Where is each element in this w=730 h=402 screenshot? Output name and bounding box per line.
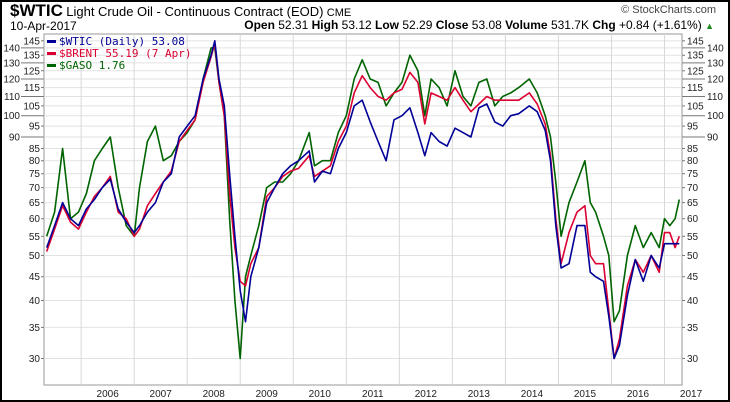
y-tick-label-left: 140: [3, 43, 20, 54]
x-tick-label: 2013: [468, 389, 491, 400]
high-value: 53.12: [341, 18, 372, 32]
y-tick-label-left: 85: [29, 144, 41, 155]
x-tick-label: 2012: [415, 389, 438, 400]
y-tick-label-right: 140: [707, 43, 724, 54]
y-tick-label-right: 120: [707, 74, 724, 85]
description: Light Crude Oil - Continuous Contract (E…: [66, 4, 324, 19]
y-tick-label-left: 115: [24, 83, 40, 94]
low-label: Low: [375, 18, 400, 32]
x-tick-label: 2006: [97, 389, 120, 400]
y-tick-label-left: 120: [3, 74, 20, 85]
y-tick-label-left: 90: [9, 132, 21, 143]
y-tick-label-left: 80: [29, 156, 41, 167]
chg-value: +0.84 (+1.61%): [619, 18, 702, 32]
x-tick-label: 2010: [309, 389, 332, 400]
x-tick-label: 2007: [150, 389, 173, 400]
plot-area: [43, 33, 683, 386]
y-tick-label-right: 65: [687, 198, 699, 209]
exchange: CME: [326, 7, 352, 19]
low-value: 52.29: [402, 18, 433, 32]
open-value: 52.31: [278, 18, 309, 32]
series-line-brent: [45, 42, 681, 360]
y-tick-label-right: 100: [707, 111, 724, 122]
stockcharts-watermark: © StockCharts.com: [621, 4, 716, 16]
y-tick-label-left: 125: [23, 66, 40, 77]
x-tick-label: 2014: [521, 389, 544, 400]
y-tick-label-right: 85: [687, 144, 699, 155]
y-tick-label-right: 45: [687, 272, 699, 283]
y-tick-label-right: 95: [687, 122, 699, 133]
y-tick-label-left: 55: [29, 232, 41, 243]
y-tick-label-left: 95: [29, 122, 41, 133]
open-label: Open: [244, 18, 275, 32]
x-tick-label: 2008: [203, 389, 226, 400]
y-tick-label-right: 35: [687, 323, 699, 334]
y-tick-label-left: 65: [29, 198, 41, 209]
close-label: Close: [435, 18, 469, 32]
y-tick-label-right: 145: [687, 36, 704, 47]
x-tick-label: 2015: [574, 389, 597, 400]
legend-label-gaso: $GASO 1.76: [59, 59, 125, 72]
y-tick-label-right: 30: [687, 354, 699, 365]
y-tick-label-right: 105: [687, 101, 704, 112]
chg-label: Chg: [592, 18, 616, 32]
volume-label: Volume: [505, 18, 548, 32]
y-tick-label-left: 145: [23, 36, 40, 47]
y-tick-label-left: 30: [29, 354, 41, 365]
y-tick-label-left: 35: [29, 323, 41, 334]
y-tick-label-left: 60: [29, 214, 41, 225]
y-tick-label-left: 100: [3, 111, 20, 122]
y-tick-label-left: 135: [23, 51, 40, 62]
legend-label-brent: $BRENT 55.19 (7 Apr): [59, 47, 191, 60]
y-tick-label-right: 50: [687, 251, 699, 262]
x-tick-label: 2017: [680, 389, 703, 400]
legend-swatch-wtic: [47, 40, 56, 43]
volume-value: 531.7K: [550, 18, 589, 32]
high-label: High: [311, 18, 339, 32]
y-tick-label-right: 90: [707, 132, 719, 143]
y-tick-label-left: 50: [29, 251, 41, 262]
close-value: 53.08: [471, 18, 502, 32]
y-tick-label-right: 70: [687, 183, 699, 194]
y-tick-label-left: 70: [29, 183, 41, 194]
chart-title: $WTIC Light Crude Oil - Continuous Contr…: [10, 2, 351, 22]
y-tick-label-right: 75: [687, 169, 699, 180]
legend-swatch-brent: [47, 52, 56, 55]
series-line-wtic: [45, 39, 680, 360]
y-tick-label-left: 40: [29, 296, 41, 307]
legend-label-wtic: $WTIC (Daily) 53.08: [59, 35, 185, 48]
y-tick-label-right: 110: [707, 92, 723, 103]
chart-date: 10-Apr-2017: [10, 19, 77, 33]
y-tick-label-right: 125: [687, 66, 704, 77]
series-line-gaso: [45, 47, 681, 360]
up-triangle-icon: ▲: [705, 21, 714, 31]
y-tick-label-left: 110: [4, 92, 20, 103]
y-tick-label-left: 75: [29, 169, 41, 180]
quote-summary: Open 52.31 High 53.12 Low 52.29 Close 53…: [244, 19, 714, 33]
symbol: $WTIC: [10, 1, 63, 20]
legend-swatch-gaso: [47, 64, 56, 67]
y-tick-label-right: 115: [687, 83, 703, 94]
x-tick-label: 2009: [256, 389, 279, 400]
x-tick-label: 2016: [627, 389, 650, 400]
y-tick-label-left: 45: [29, 272, 41, 283]
x-tick-label: 2011: [362, 389, 384, 400]
y-tick-label-right: 80: [687, 156, 699, 167]
y-tick-label-right: 60: [687, 214, 699, 225]
y-tick-label-right: 55: [687, 232, 699, 243]
y-tick-label-right: 40: [687, 296, 699, 307]
y-tick-label-right: 135: [687, 51, 704, 62]
y-tick-label-left: 130: [3, 58, 20, 69]
y-tick-label-right: 130: [707, 58, 724, 69]
y-tick-label-left: 105: [23, 101, 40, 112]
